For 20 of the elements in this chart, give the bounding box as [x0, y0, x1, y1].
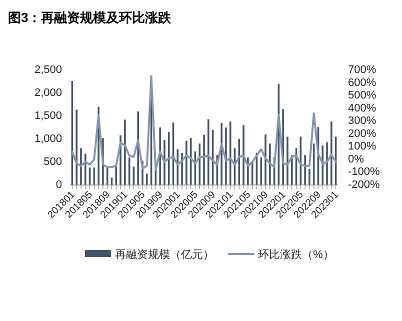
- y2-tick-label: -200%: [348, 179, 380, 191]
- y2-tick-label: 300%: [348, 115, 376, 128]
- legend-label: 再融资规模（亿元）: [115, 249, 214, 261]
- y-tick-label: 1,000: [34, 133, 62, 145]
- y-tick-label: 1,500: [34, 110, 62, 122]
- y-tick-label: 500: [44, 156, 62, 168]
- y-tick-label: 2,000: [34, 87, 62, 99]
- y2-tick-label: 500%: [348, 90, 376, 102]
- y2-tick-label: 700%: [348, 64, 376, 76]
- y2-tick-label: 0%: [348, 153, 364, 166]
- y2-tick-label: 200%: [348, 128, 376, 140]
- line-series: [71, 75, 337, 171]
- y2-tick-label: 100%: [348, 140, 376, 153]
- legend-label: 环比涨跌（%）: [258, 248, 334, 261]
- y-tick-label: 0: [56, 179, 62, 191]
- y2-tick-label: 600%: [348, 76, 376, 89]
- chart-title: 图3：再融资规模及环比涨跌: [8, 10, 172, 25]
- y2-tick-label: 400%: [348, 102, 376, 114]
- y-tick-label: 2,500: [34, 64, 62, 76]
- y2-tick-label: -100%: [348, 166, 380, 178]
